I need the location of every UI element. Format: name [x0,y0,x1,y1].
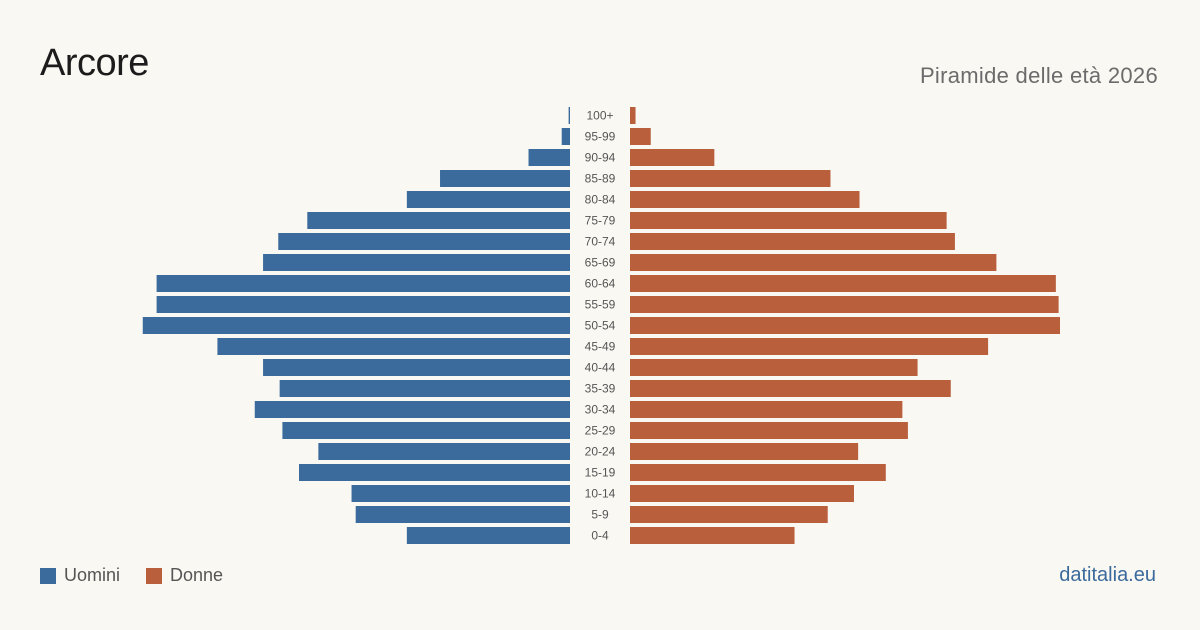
age-label-40-44: 40-44 [585,361,616,375]
bar-women-55-59 [630,296,1059,313]
age-label-25-29: 25-29 [585,424,616,438]
age-label-60-64: 60-64 [585,277,616,291]
bar-women-85-89 [630,170,831,187]
bar-women-5-9 [630,506,828,523]
chart-title: Arcore [40,42,149,84]
age-label-30-34: 30-34 [585,403,616,417]
legend: Uomini Donne [40,565,241,586]
bar-women-35-39 [630,380,951,397]
bar-women-15-19 [630,464,886,481]
legend-item-men: Uomini [40,565,120,586]
legend-label-women: Donne [170,565,224,585]
bar-women-90-94 [630,149,715,166]
age-label-70-74: 70-74 [585,235,616,249]
bar-men-30-34 [254,401,570,418]
bar-men-100plus [568,107,570,124]
age-label-0-4: 0-4 [591,529,609,543]
age-label-15-19: 15-19 [585,466,616,480]
age-label-65-69: 65-69 [585,256,616,270]
bar-women-60-64 [630,275,1056,292]
bar-men-65-69 [263,254,570,271]
legend-swatch-men [40,567,56,584]
bar-men-45-49 [217,338,570,355]
age-label-100plus: 100+ [586,109,613,123]
age-label-95-99: 95-99 [585,130,616,144]
bar-men-50-54 [142,317,571,334]
bar-women-65-69 [630,254,997,271]
bar-men-60-64 [156,275,570,292]
bar-women-10-14 [630,485,854,502]
bar-men-55-59 [156,296,570,313]
legend-swatch-women [146,567,163,584]
source-credit[interactable]: datitalia.eu [1059,564,1156,586]
bar-women-40-44 [630,359,918,376]
bar-women-80-84 [630,191,860,208]
age-label-55-59: 55-59 [585,298,616,312]
bar-men-15-19 [299,464,570,481]
bar-men-25-29 [282,422,570,439]
bar-women-30-34 [630,401,903,418]
age-label-90-94: 90-94 [585,151,616,165]
bar-women-0-4 [630,527,795,544]
legend-label-men: Uomini [64,565,121,585]
bar-men-75-79 [307,212,570,229]
age-label-5-9: 5-9 [591,508,609,522]
bar-men-90-94 [528,149,570,166]
bar-men-95-99 [561,128,570,145]
bar-women-100plus [630,107,636,124]
bar-men-40-44 [263,359,570,376]
bar-women-50-54 [630,317,1060,334]
age-label-75-79: 75-79 [585,214,616,228]
chart-subtitle: Piramide delle età 2026 [919,63,1158,88]
age-label-80-84: 80-84 [585,193,616,207]
bar-men-20-24 [318,443,570,460]
bar-women-25-29 [630,422,908,439]
bar-women-45-49 [630,338,989,355]
bar-women-20-24 [630,443,859,460]
age-label-35-39: 35-39 [585,382,616,396]
bar-men-70-74 [278,233,570,250]
bar-women-95-99 [630,128,651,145]
age-label-20-24: 20-24 [585,445,616,459]
bar-men-10-14 [351,485,570,502]
age-label-85-89: 85-89 [585,172,616,186]
bar-men-80-84 [406,191,570,208]
bar-men-35-39 [279,380,570,397]
bar-men-5-9 [355,506,570,523]
bar-men-0-4 [406,527,570,544]
age-label-50-54: 50-54 [585,319,616,333]
bar-women-70-74 [630,233,955,250]
bar-men-85-89 [440,170,570,187]
bar-women-75-79 [630,212,947,229]
legend-item-women: Donne [146,565,223,586]
age-label-10-14: 10-14 [585,487,616,501]
age-label-45-49: 45-49 [585,340,616,354]
